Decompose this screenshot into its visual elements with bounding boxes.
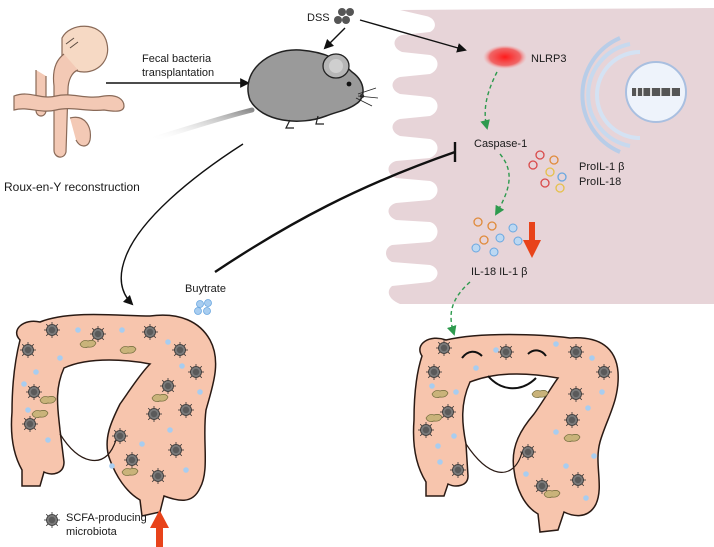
- nucleus-icon: [580, 36, 687, 154]
- proil1b-label: ProIL-1 β: [579, 161, 624, 173]
- dss-to-mouse-arrow: [323, 27, 346, 50]
- il-label: IL-18 IL-1 β: [471, 266, 527, 278]
- pro-cytokines: [528, 150, 567, 193]
- fmt-label-line1: Fecal bacteria: [142, 53, 212, 65]
- caspase-label: Caspase-1: [474, 138, 527, 150]
- decrease-arrow: [523, 222, 541, 258]
- dss-to-nlrp3-arrow: [359, 19, 467, 53]
- colon-right: [412, 333, 619, 533]
- right-colon-butyrate: [429, 341, 605, 501]
- mouse-to-colon-arrow: [120, 143, 244, 306]
- increase-arrow: [150, 510, 169, 547]
- mature-cytokines: [471, 217, 523, 257]
- stomach-intestine-icon: [13, 25, 125, 158]
- cytokines-to-colon-arrow: [446, 281, 471, 336]
- dss-particles-icon: [334, 8, 354, 24]
- scfa-label-line1: SCFA-producing: [66, 512, 147, 524]
- butyrate-label: Buytrate: [185, 283, 226, 295]
- nlrp3-to-caspase-arrow: [480, 71, 498, 130]
- mouse-icon: [147, 49, 379, 143]
- proil18-label: ProIL-18: [579, 176, 621, 188]
- nlrp3-label: NLRP3: [531, 53, 566, 65]
- butyrate-molecules: [194, 299, 212, 315]
- surgery-label: Roux-en-Y reconstruction: [4, 180, 140, 194]
- colon-smile: [461, 349, 547, 390]
- colon-left: [10, 313, 217, 517]
- bacteria-icon: [43, 511, 61, 529]
- caspase-to-cytokines-arrow: [495, 153, 510, 216]
- dss-label: DSS: [307, 12, 330, 24]
- left-colon-butyrate: [21, 327, 203, 473]
- nlrp3-complex: [483, 45, 527, 69]
- scfa-label-line2: microbiota: [66, 526, 118, 538]
- butyrate-inhibition-line: [214, 150, 456, 273]
- fmt-label-line2: transplantation: [142, 67, 214, 79]
